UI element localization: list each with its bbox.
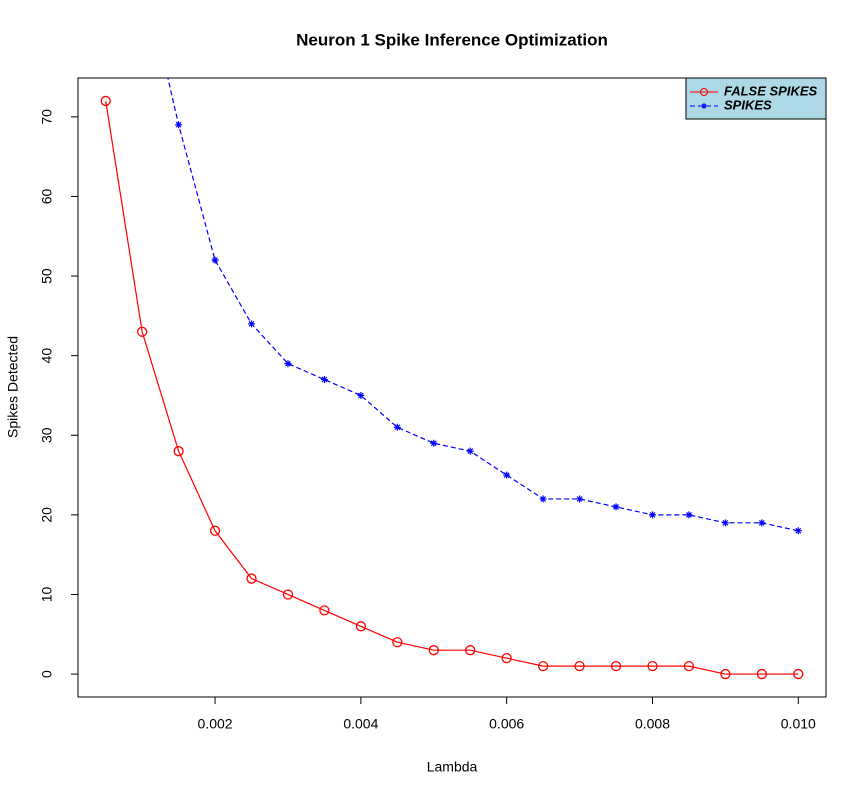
point [430, 439, 438, 447]
point [539, 495, 547, 503]
point [720, 668, 731, 680]
x-tick-label: 0.008 [635, 716, 670, 732]
point [537, 660, 549, 672]
point [100, 95, 111, 107]
point [683, 660, 695, 672]
y-tick-label: 60 [39, 188, 55, 204]
point [282, 589, 294, 600]
point [794, 527, 802, 535]
point [137, 326, 148, 337]
point [721, 519, 729, 527]
point [173, 446, 184, 457]
point [501, 653, 512, 664]
x-tick-label: 0.010 [781, 716, 816, 732]
legend-label: FALSE SPIKES [724, 83, 818, 98]
point [793, 668, 804, 680]
point [465, 645, 476, 656]
y-axis-label: Spikes Detected [5, 336, 21, 438]
plot-area [100, 78, 804, 680]
point [503, 471, 511, 479]
series-line [105, 100, 799, 675]
point [647, 660, 658, 672]
point [284, 360, 292, 368]
point [175, 121, 183, 129]
point [209, 525, 221, 536]
point [576, 495, 584, 503]
point [355, 621, 367, 632]
point [319, 605, 330, 616]
point [610, 660, 622, 672]
y-tick-label: 70 [39, 109, 55, 125]
x-tick-label: 0.002 [198, 716, 233, 732]
point [428, 645, 439, 656]
point [392, 637, 403, 648]
point [685, 511, 693, 519]
x-tick-label: 0.006 [489, 716, 524, 732]
y-tick-label: 50 [39, 268, 55, 284]
x-tick-label: 0.004 [343, 716, 378, 732]
legend-box [685, 77, 827, 120]
y-tick-label: 40 [39, 348, 55, 364]
y-tick-label: 0 [39, 670, 55, 678]
point [320, 376, 328, 384]
x-axis-label: Lambda [427, 759, 478, 775]
legend-marker [701, 103, 707, 109]
legend-label: SPIKES [724, 97, 772, 112]
chart-title: Neuron 1 Spike Inference Optimization [296, 30, 608, 49]
point [756, 668, 767, 680]
y-tick-label: 20 [39, 507, 55, 523]
point [612, 503, 620, 511]
y-tick-label: 10 [39, 586, 55, 602]
point [758, 519, 766, 527]
point [574, 660, 585, 672]
point [466, 447, 474, 455]
point [357, 391, 365, 399]
y-tick-label: 30 [39, 427, 55, 443]
point [248, 320, 256, 328]
point [211, 256, 219, 264]
point [246, 573, 257, 584]
point [648, 511, 656, 519]
plot-frame [77, 77, 827, 698]
legend-marker [700, 88, 708, 96]
point [393, 423, 401, 431]
